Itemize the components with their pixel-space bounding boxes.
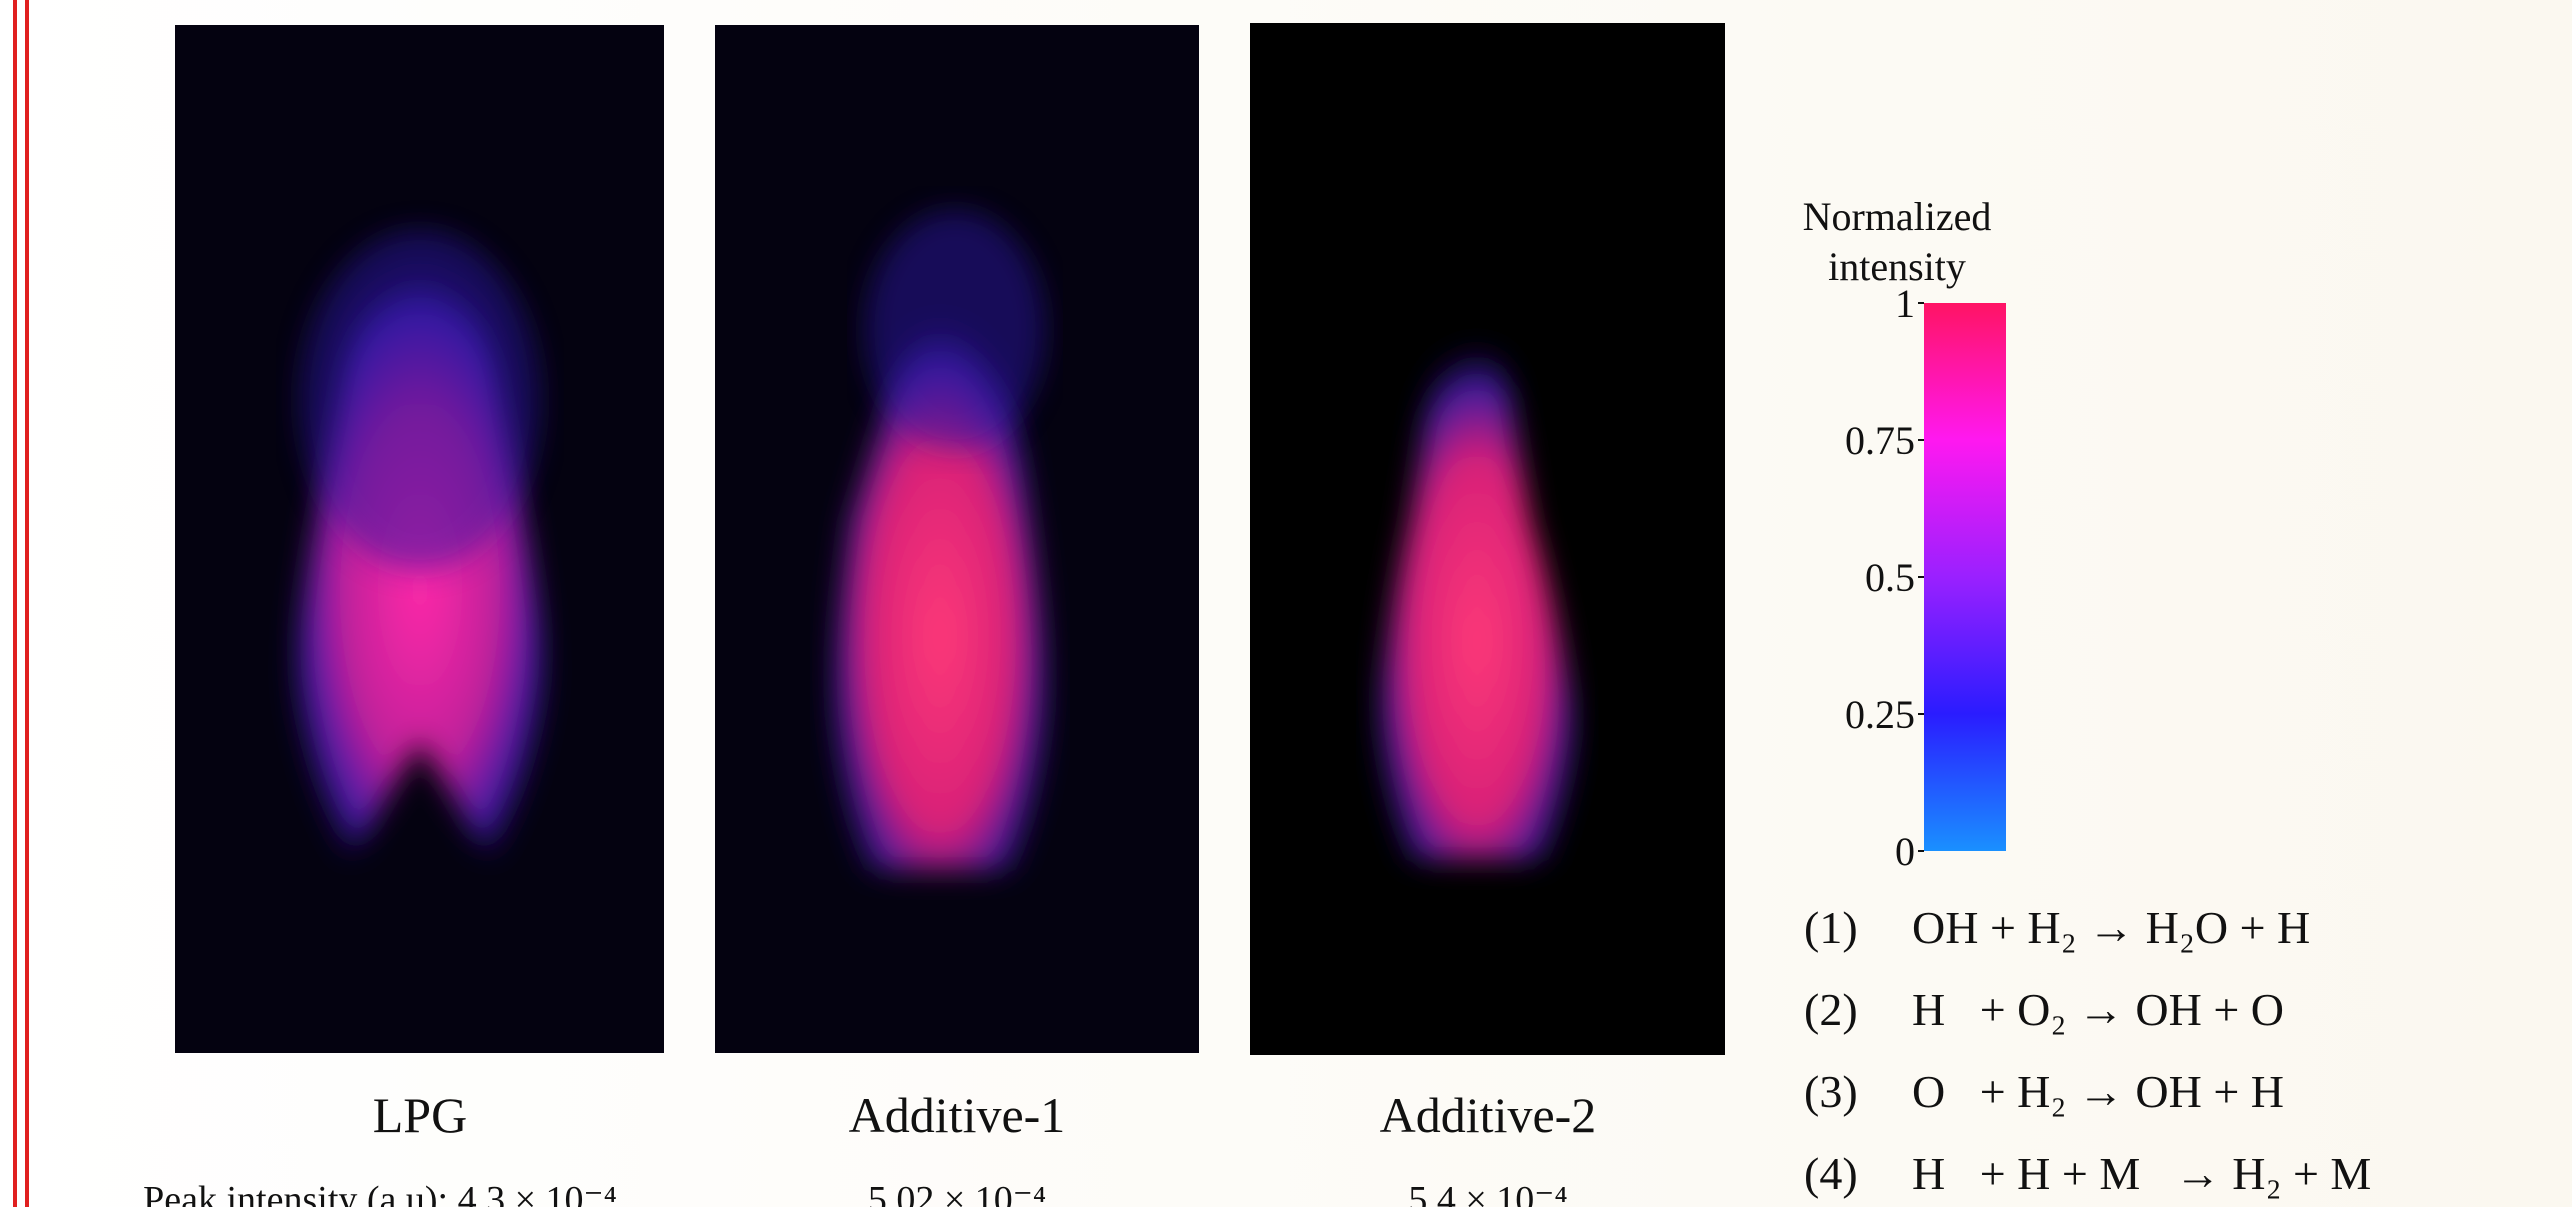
colorbar-title: Normalized xyxy=(1803,194,1992,239)
peak-intensity: 5.4 × 10⁻⁴ xyxy=(1408,1179,1567,1207)
panel-label: LPG xyxy=(373,1087,467,1143)
reactions: (1) OH + H₂ → H₂O + H (2) H + O₂ → OH + O (3… xyxy=(1804,902,2371,1199)
colorbar xyxy=(1924,303,2006,851)
reaction-number: (2) xyxy=(1804,984,1858,1035)
reaction-equation: OH + H₂ → H₂O + H xyxy=(1912,902,2310,953)
border-line xyxy=(13,0,17,1207)
colorbar-labels: Normalized intensity 0 0.25 0.5 0.75 1 xyxy=(1803,194,1992,874)
border-line xyxy=(25,0,29,1207)
colorbar-tick-label: 0.75 xyxy=(1845,418,1915,463)
reaction-number: (4) xyxy=(1804,1148,1858,1199)
flame-image xyxy=(1250,23,1725,1055)
flame-image xyxy=(175,25,664,1053)
peak-intensity: 5.02 × 10⁻⁴ xyxy=(868,1179,1046,1207)
colorbar-tick-label: 1 xyxy=(1895,281,1915,326)
colorbar-tick-label: 0 xyxy=(1895,829,1915,874)
reaction-number: (1) xyxy=(1804,902,1858,953)
reaction-number: (3) xyxy=(1804,1066,1858,1117)
peak-intensity: Peak intensity (a.u): 4.3 × 10⁻⁴ xyxy=(143,1179,617,1207)
colorbar-title: intensity xyxy=(1828,244,1966,289)
reaction-equation: H + H + M → H₂ + M xyxy=(1912,1148,2371,1199)
flame-image xyxy=(715,25,1199,1053)
colorbar-tick-label: 0.5 xyxy=(1865,555,1915,600)
panel-labels: LPG Peak intensity (a.u): 4.3 × 10⁻⁴ Addit… xyxy=(143,1087,1596,1207)
reaction-equation: H + O₂ → OH + O xyxy=(1912,984,2284,1035)
colorbar-tick-label: 0.25 xyxy=(1845,692,1915,737)
panel-label: Additive-1 xyxy=(849,1087,1066,1143)
panel-label: Additive-2 xyxy=(1380,1087,1597,1143)
reaction-equation: O + H₂ → OH + H xyxy=(1912,1066,2284,1117)
